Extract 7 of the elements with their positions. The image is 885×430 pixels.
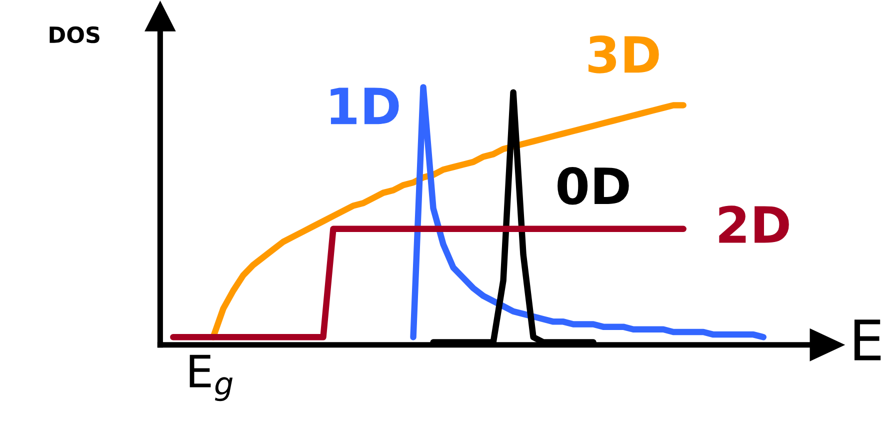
series-label: 0D [558, 166, 629, 205]
y-axis-title: DOS [50, 26, 100, 44]
series-label: 2D [719, 206, 789, 243]
text: E$_{g}$ [190, 354, 233, 402]
x-axis-title: E [854, 320, 881, 360]
series-label: 1D [330, 88, 399, 124]
series-label: 3D [588, 36, 659, 74]
